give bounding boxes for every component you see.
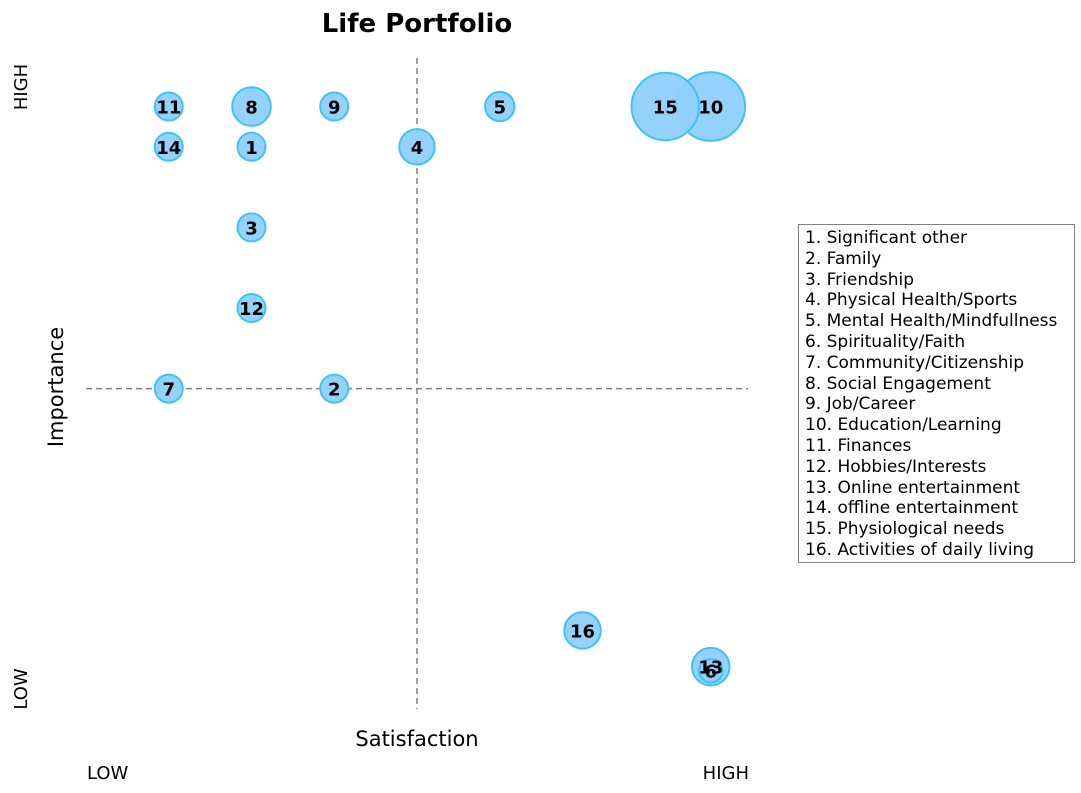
- bubble-label-10: 10: [698, 98, 723, 119]
- bubble-14: [153, 131, 184, 162]
- bubble-4: [398, 128, 436, 166]
- bubble-7: [153, 373, 184, 404]
- bubble-label-8: 8: [245, 98, 258, 119]
- bubble-label-14: 14: [156, 138, 181, 159]
- legend-item: 7. Community/Citizenship: [805, 352, 1025, 373]
- bubble-11: [153, 91, 184, 122]
- y-high-label: HIGH: [11, 64, 32, 110]
- legend: 1. Significant other 2. Family 3. Friend…: [798, 224, 1075, 563]
- bubble-label-2: 2: [328, 380, 341, 401]
- bubble-16: [563, 611, 602, 650]
- x-high-label: HIGH: [703, 763, 749, 784]
- bubble-label-4: 4: [411, 138, 424, 159]
- legend-item: 13. Online entertainment: [805, 477, 1021, 498]
- legend-item: 5. Mental Health/Mindfullness: [805, 311, 1058, 332]
- bubble-1: [236, 131, 267, 162]
- bubble-label-11: 11: [156, 98, 181, 119]
- bubble-5: [484, 90, 516, 123]
- bubble-2: [319, 373, 350, 404]
- bubble-8: [231, 86, 272, 127]
- bubble-label-1: 1: [245, 138, 258, 159]
- x-axis-label: Satisfaction: [355, 727, 478, 751]
- bubble-9: [319, 91, 350, 122]
- legend-item: 1. Significant other: [805, 228, 968, 248]
- y-low-label: LOW: [11, 668, 32, 710]
- bubble-label-15: 15: [653, 98, 678, 119]
- legend-item: 10. Education/Learning: [805, 415, 1002, 436]
- legend-item: 6. Spirituality/Faith: [805, 331, 966, 352]
- bubble-label-13: 13: [698, 658, 723, 679]
- legend-item: 4. Physical Health/Sports: [805, 290, 1018, 311]
- x-low-label: LOW: [87, 763, 129, 784]
- bubble-12: [236, 293, 267, 323]
- legend-item: 14. offline entertainment: [805, 498, 1019, 519]
- bubble-label-7: 7: [162, 380, 175, 401]
- bubble-label-12: 12: [239, 299, 264, 320]
- legend-item: 3. Friendship: [805, 269, 915, 290]
- legend-item: 16. Activities of daily living: [805, 539, 1035, 560]
- bubble-label-5: 5: [493, 98, 506, 119]
- bubble-15: [630, 71, 700, 142]
- legend-item: 12. Hobbies/Interests: [805, 456, 987, 477]
- legend-item: 2. Family: [805, 248, 882, 269]
- legend-item: 9. Job/Career: [805, 394, 916, 415]
- bubble-label-6: 6: [704, 662, 717, 683]
- y-axis-label: Importance: [44, 327, 68, 447]
- bubble-label-16: 16: [570, 621, 595, 642]
- bubble-label-3: 3: [245, 218, 258, 239]
- chart-title: Life Portfolio: [322, 9, 513, 39]
- bubble-label-9: 9: [328, 98, 341, 119]
- bubble-6: [698, 657, 724, 684]
- bubble-3: [236, 212, 267, 243]
- legend-item: 8. Social Engagement: [805, 373, 991, 394]
- legend-item: 11. Finances: [805, 435, 912, 456]
- legend-item: 15. Physiological needs: [805, 519, 1005, 540]
